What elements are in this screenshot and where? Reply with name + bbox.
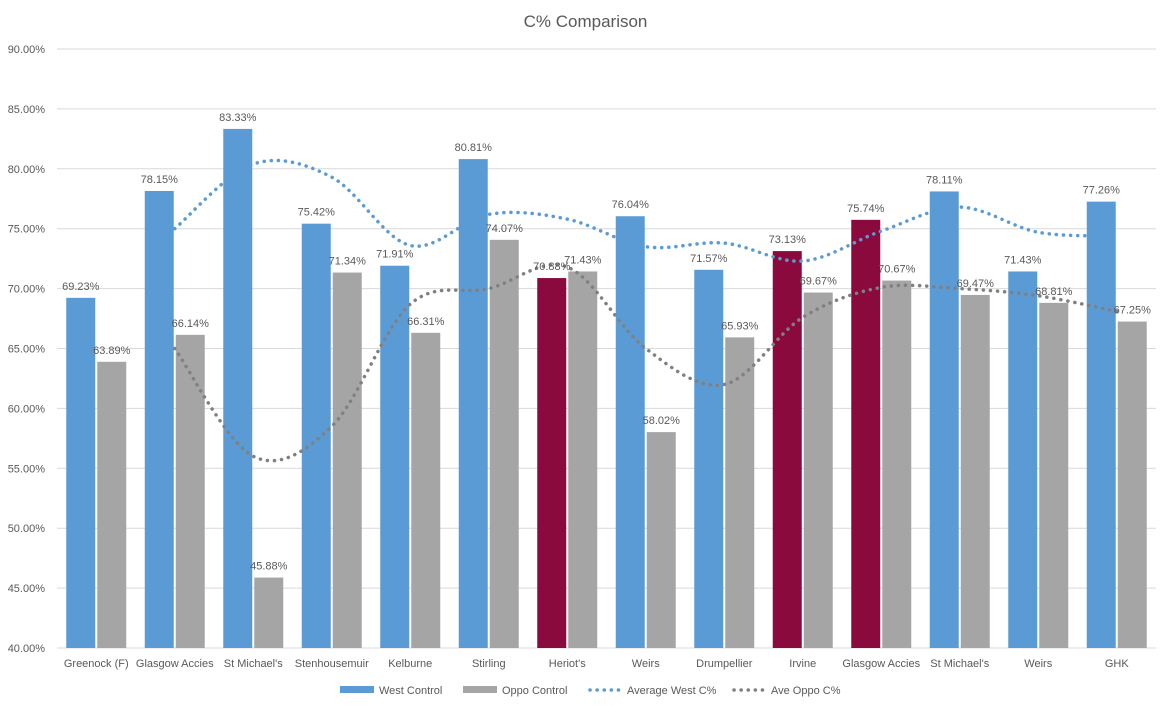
data-label-oppo: 74.07%	[486, 223, 524, 235]
bar-oppo-control	[97, 361, 127, 648]
legend-label: West Control	[379, 685, 442, 697]
x-tick-label: Stirling	[472, 658, 506, 670]
x-tick-label: Irvine	[789, 658, 816, 670]
bar-oppo-control	[1039, 302, 1069, 648]
data-label-west: 78.11%	[926, 174, 963, 186]
data-label-west: 83.33%	[219, 112, 257, 124]
y-tick-label: 60.00%	[8, 403, 46, 415]
data-label-west: 71.57%	[690, 253, 728, 265]
x-tick-label: Kelburne	[388, 658, 432, 670]
data-label-west: 73.13%	[769, 234, 807, 246]
bar-oppo-control	[568, 271, 598, 648]
data-label-west: 71.91%	[376, 249, 414, 261]
y-tick-label: 50.00%	[8, 523, 46, 535]
data-label-oppo: 69.47%	[957, 278, 995, 290]
ave-oppo-line	[173, 263, 1119, 463]
bar-oppo-control	[882, 280, 912, 648]
data-label-west: 70.88%	[533, 261, 571, 273]
data-label-west: 69.23%	[62, 281, 100, 293]
bar-west-control	[301, 223, 331, 648]
x-tick-label: St Michael's	[930, 658, 989, 670]
y-tick-label: 85.00%	[8, 104, 46, 116]
data-label-oppo: 66.14%	[172, 318, 210, 330]
bar-oppo-control	[332, 272, 362, 648]
y-tick-label: 70.00%	[8, 284, 46, 296]
bar-west-control	[1086, 201, 1116, 649]
bar-west-control	[615, 216, 645, 649]
x-tick-label: GHK	[1105, 658, 1130, 670]
data-label-west: 71.43%	[1004, 254, 1042, 266]
legend-swatch	[463, 686, 497, 693]
data-label-oppo: 67.25%	[1114, 305, 1152, 317]
y-tick-label: 65.00%	[8, 344, 46, 356]
bar-oppo-control	[725, 337, 755, 648]
bar-oppo-control	[1117, 321, 1147, 648]
x-tick-label: Stenhousemuir	[295, 658, 369, 670]
bar-oppo-control	[646, 432, 676, 648]
bar-west-control	[144, 190, 174, 648]
bar-west-control	[929, 191, 959, 648]
bar-west-control	[458, 159, 488, 649]
y-tick-label: 45.00%	[8, 583, 46, 595]
data-label-west: 76.04%	[612, 199, 650, 211]
legend-label: Average West C%	[627, 685, 717, 697]
bar-oppo-control	[175, 334, 205, 648]
bar-oppo-control	[489, 239, 519, 648]
data-label-oppo: 71.34%	[329, 256, 367, 268]
bar-oppo-control	[803, 292, 833, 648]
bar-oppo-control	[411, 332, 441, 648]
y-tick-label: 75.00%	[8, 224, 46, 236]
x-tick-label: Glasgow Accies	[136, 658, 214, 670]
y-tick-label: 40.00%	[8, 643, 46, 655]
data-label-oppo: 58.02%	[643, 415, 681, 427]
data-label-west: 77.26%	[1083, 185, 1121, 197]
data-label-west: 80.81%	[455, 142, 493, 154]
x-tick-label: Weirs	[632, 658, 660, 670]
bar-west-control	[851, 219, 881, 649]
data-label-west: 78.15%	[141, 174, 179, 186]
bar-oppo-control	[960, 294, 990, 648]
data-label-oppo: 63.89%	[93, 345, 131, 357]
data-label-oppo: 69.67%	[800, 276, 838, 288]
data-label-oppo: 71.43%	[564, 254, 602, 266]
bar-west-control	[772, 251, 802, 648]
chart-title: C% Comparison	[523, 12, 648, 31]
data-label-oppo: 66.31%	[407, 316, 445, 328]
data-label-west: 75.42%	[298, 207, 336, 219]
x-tick-label: St Michael's	[224, 658, 283, 670]
data-label-oppo: 65.93%	[721, 320, 759, 332]
data-label-oppo: 68.81%	[1035, 286, 1073, 298]
y-tick-label: 80.00%	[8, 164, 46, 176]
x-tick-label: Heriot's	[549, 658, 586, 670]
bar-west-control	[537, 278, 567, 648]
x-tick-label: Greenock (F)	[64, 658, 129, 670]
bar-oppo-control	[254, 577, 284, 648]
y-tick-label: 90.00%	[8, 44, 46, 56]
bar-west-control	[694, 269, 724, 648]
data-label-west: 75.74%	[847, 203, 885, 215]
legend-label: Oppo Control	[502, 685, 567, 697]
bar-west-control	[380, 265, 410, 648]
data-label-oppo: 45.88%	[250, 561, 288, 573]
data-label-oppo: 70.67%	[878, 264, 916, 276]
x-tick-label: Glasgow Accies	[842, 658, 920, 670]
bar-west-control	[1008, 271, 1038, 648]
legend-swatch	[340, 686, 374, 693]
average-west-line	[173, 158, 1119, 263]
bar-west-control	[66, 297, 96, 648]
legend-label: Ave Oppo C%	[771, 685, 841, 697]
bar-west-control	[223, 128, 253, 648]
x-tick-label: Weirs	[1024, 658, 1052, 670]
x-tick-label: Drumpellier	[696, 658, 753, 670]
y-tick-label: 55.00%	[8, 463, 46, 475]
